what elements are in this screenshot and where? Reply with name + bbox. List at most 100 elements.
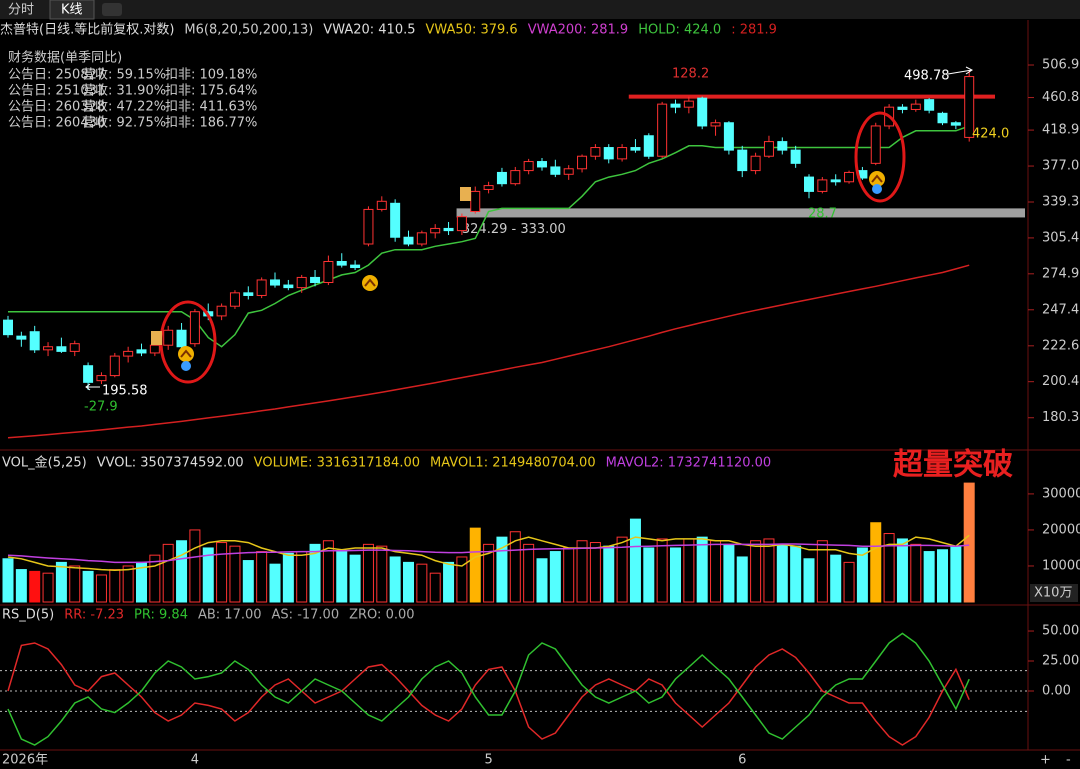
y-tick-label: 339.3 [1042, 194, 1079, 209]
volume-bar [416, 563, 428, 603]
candle-body [323, 261, 334, 283]
annotation: 128.2 [672, 67, 709, 82]
candle-body [229, 292, 240, 307]
candle-body [83, 365, 94, 383]
y-tick-label: 20000 [1042, 522, 1080, 537]
annotation-arrow [947, 66, 973, 75]
volume-bar [803, 558, 815, 603]
y-tick-label: 0.00 [1042, 683, 1071, 698]
candle-body [577, 155, 588, 170]
candle-body [737, 149, 748, 172]
volume-bar [309, 543, 321, 603]
y-tick-label: 418.9 [1042, 123, 1079, 138]
tab[interactable]: 分时 [8, 3, 34, 18]
candle-body [603, 147, 614, 160]
header-text: MAVOL1: 2149480704.00 [430, 456, 596, 471]
volume-bar [216, 542, 228, 603]
y-tick-label: 305.4 [1042, 230, 1079, 245]
volume-bar [29, 570, 41, 603]
volume-bar [523, 543, 535, 603]
financials-cell: 营收: 59.15% [82, 68, 166, 83]
financials-cell: 公告日: 260328 [8, 100, 105, 115]
candle-body [563, 168, 574, 175]
volume-bar [362, 543, 374, 603]
volume-bar [696, 536, 708, 603]
annotation: 195.58 [102, 384, 148, 399]
tab[interactable]: K线 [61, 3, 83, 18]
candle-body [136, 349, 147, 354]
volume-bar [790, 545, 802, 603]
x-tick-label: 2026年 [2, 753, 48, 768]
annotation: 超量突破 [893, 448, 1013, 483]
volume-bar [870, 522, 882, 603]
y-tick-label: 180.3 [1042, 410, 1079, 425]
active-tab-box[interactable] [49, 0, 95, 20]
indicator-line [7, 264, 970, 439]
volume-bar [403, 561, 414, 603]
candle-body [537, 161, 547, 168]
volume-bar [589, 542, 601, 603]
volume-bar [643, 547, 655, 603]
header-text: RS_D(5) [2, 608, 54, 623]
volume-bar [269, 563, 281, 603]
candle-body [710, 122, 721, 127]
volume-bar [336, 551, 348, 603]
candle-body [403, 236, 414, 245]
annotation: -27.9 [84, 400, 118, 415]
financials-title: 财务数据(单季同比) [8, 50, 122, 66]
volume-bar [149, 554, 161, 603]
annotation: 424.0 [972, 127, 1009, 142]
candle-body [189, 311, 200, 345]
volume-bar [2, 558, 14, 603]
candle-body [550, 166, 561, 175]
candle-body [804, 176, 814, 192]
volume-bar [723, 543, 735, 603]
header-text: VOLUME: 3316317184.00 [254, 456, 420, 471]
volume-bar [376, 545, 388, 603]
ma-line [7, 543, 970, 564]
candle-body [430, 227, 441, 234]
candle-body [697, 97, 708, 127]
y-tick-label: 222.6 [1042, 338, 1079, 353]
annotation: 498.78 [904, 69, 950, 84]
y-tick-label: 25.00 [1042, 654, 1079, 669]
volume-bar [189, 529, 201, 603]
financials-cell: 公告日: 250827 [8, 68, 105, 83]
annotation-arrow [85, 383, 100, 391]
candle-body [363, 208, 374, 245]
candle-body [350, 264, 361, 269]
candle-body [256, 279, 267, 296]
header-text: M6(8,20,50,200,13) [184, 23, 313, 38]
candle-body [723, 122, 734, 151]
header-text: ZRO: 0.00 [349, 608, 414, 623]
volume-bar [456, 556, 468, 603]
volume-bar [710, 540, 722, 603]
tab-icon[interactable] [102, 3, 122, 16]
candle-body [336, 261, 347, 266]
volume-bar [55, 561, 67, 603]
financials-cell: 扣非: 411.63% [165, 100, 257, 115]
header-text: MAVOL2: 1732741120.00 [606, 456, 772, 471]
x-tick-label: 6 [738, 753, 746, 768]
candle-body [844, 171, 855, 183]
financials-cell: 公告日: 251031 [8, 84, 105, 99]
candle-body [310, 276, 321, 283]
candle-body [109, 355, 120, 377]
y-tick-label: 50.00 [1042, 624, 1079, 639]
candle-body [657, 103, 668, 157]
volume-bar [109, 569, 121, 603]
candle-body [270, 279, 280, 286]
volume-bar [856, 547, 868, 603]
zoom-button[interactable]: - [1066, 753, 1071, 768]
volume-bar [736, 556, 748, 603]
volume-bar [296, 551, 308, 603]
financials-cell: 营收: 92.75% [82, 116, 166, 131]
candle-body [777, 141, 788, 151]
volume-bar [937, 549, 948, 603]
candle-body [56, 346, 67, 352]
volume-bar [162, 543, 174, 603]
volume-bar [910, 543, 922, 603]
zoom-button[interactable]: + [1040, 753, 1051, 768]
header-text: VOL_金(5,25) [2, 455, 87, 471]
volume-bar [202, 547, 214, 603]
